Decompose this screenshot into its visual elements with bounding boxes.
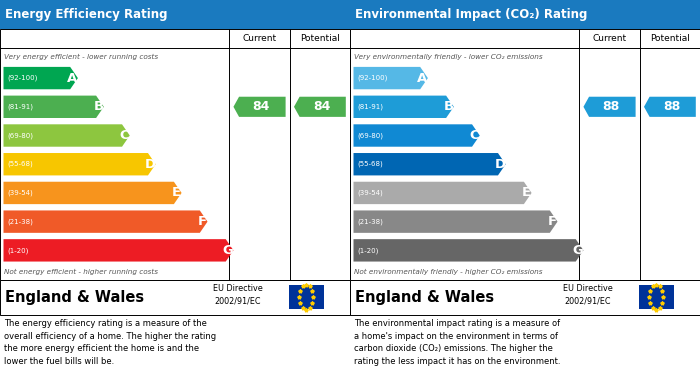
Text: G: G [573, 244, 584, 257]
Polygon shape [234, 97, 286, 117]
Text: (81-91): (81-91) [358, 104, 384, 110]
Text: Energy Efficiency Rating: Energy Efficiency Rating [6, 8, 168, 21]
Text: (92-100): (92-100) [358, 75, 388, 81]
Text: (39-54): (39-54) [358, 190, 384, 196]
Text: 84: 84 [253, 100, 270, 113]
Text: (69-80): (69-80) [358, 132, 384, 139]
Text: A: A [417, 72, 428, 84]
Polygon shape [4, 239, 234, 262]
Bar [350, 29, 700, 280]
Text: D: D [495, 158, 506, 171]
Text: Current: Current [242, 34, 276, 43]
Polygon shape [4, 124, 130, 147]
Polygon shape [354, 182, 531, 204]
Text: Potential: Potential [300, 34, 340, 43]
Text: D: D [145, 158, 156, 171]
Text: Potential: Potential [650, 34, 690, 43]
Text: F: F [197, 215, 206, 228]
Text: Not energy efficient - higher running costs: Not energy efficient - higher running co… [4, 269, 158, 275]
Text: F: F [547, 215, 556, 228]
Text: B: B [93, 100, 104, 113]
Text: (92-100): (92-100) [8, 75, 38, 81]
Polygon shape [584, 97, 636, 117]
Polygon shape [354, 210, 557, 233]
Text: E: E [172, 187, 181, 199]
Text: England & Wales: England & Wales [355, 290, 494, 305]
Text: (21-38): (21-38) [358, 219, 384, 225]
Text: Current: Current [592, 34, 626, 43]
Text: 88: 88 [663, 100, 680, 113]
Text: (69-80): (69-80) [8, 132, 34, 139]
Text: The environmental impact rating is a measure of
a home's impact on the environme: The environmental impact rating is a mea… [354, 319, 561, 366]
Polygon shape [354, 153, 505, 176]
Bar [638, 285, 673, 309]
Polygon shape [294, 97, 346, 117]
Text: (55-68): (55-68) [358, 161, 384, 167]
Text: C: C [120, 129, 130, 142]
Text: 84: 84 [313, 100, 330, 113]
Text: (81-91): (81-91) [8, 104, 34, 110]
Text: Very energy efficient - lower running costs: Very energy efficient - lower running co… [4, 54, 158, 60]
Polygon shape [354, 124, 480, 147]
Text: Environmental Impact (CO₂) Rating: Environmental Impact (CO₂) Rating [355, 8, 587, 21]
Bar [350, 0, 700, 29]
Text: E: E [522, 187, 531, 199]
Text: C: C [470, 129, 480, 142]
Polygon shape [4, 96, 104, 118]
Text: B: B [443, 100, 454, 113]
Text: G: G [223, 244, 234, 257]
Bar [0, 280, 350, 315]
Polygon shape [354, 239, 584, 262]
Bar [288, 285, 323, 309]
Text: The energy efficiency rating is a measure of the
overall efficiency of a home. T: The energy efficiency rating is a measur… [4, 319, 216, 366]
Bar [350, 280, 700, 315]
Polygon shape [644, 97, 696, 117]
Text: Not environmentally friendly - higher CO₂ emissions: Not environmentally friendly - higher CO… [354, 269, 542, 275]
Text: (1-20): (1-20) [358, 247, 379, 254]
Bar [0, 0, 350, 29]
Text: (55-68): (55-68) [8, 161, 34, 167]
Polygon shape [4, 67, 78, 89]
Text: A: A [67, 72, 78, 84]
Text: (39-54): (39-54) [8, 190, 34, 196]
Polygon shape [354, 67, 428, 89]
Text: (21-38): (21-38) [8, 219, 34, 225]
Text: (1-20): (1-20) [8, 247, 29, 254]
Text: EU Directive
2002/91/EC: EU Directive 2002/91/EC [213, 285, 263, 306]
Polygon shape [4, 153, 155, 176]
Polygon shape [4, 182, 181, 204]
Text: Very environmentally friendly - lower CO₂ emissions: Very environmentally friendly - lower CO… [354, 54, 542, 60]
Text: EU Directive
2002/91/EC: EU Directive 2002/91/EC [563, 285, 613, 306]
Bar [0, 29, 350, 280]
Text: 88: 88 [603, 100, 620, 113]
Text: England & Wales: England & Wales [6, 290, 144, 305]
Polygon shape [354, 96, 454, 118]
Polygon shape [4, 210, 207, 233]
